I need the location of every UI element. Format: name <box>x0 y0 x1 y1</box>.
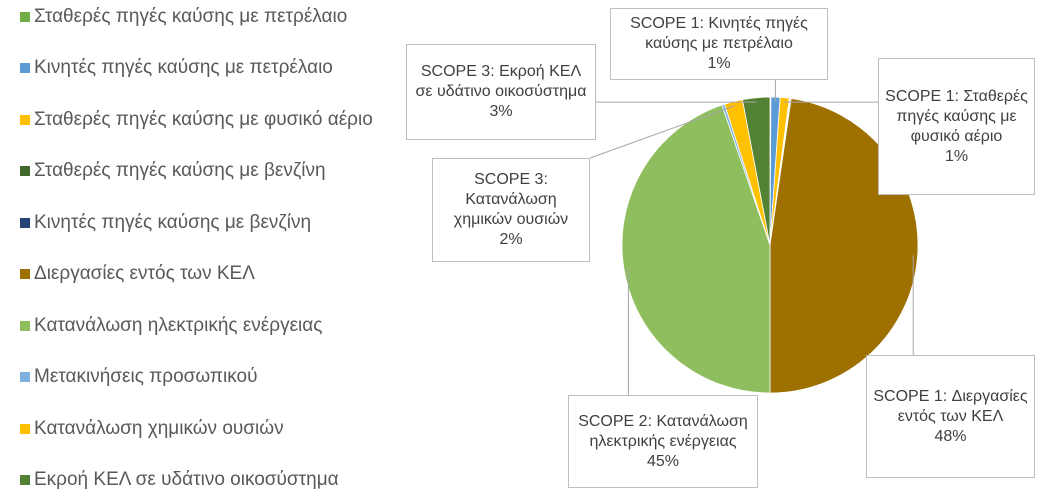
data-label: SCOPE 2: Κατανάλωση ηλεκτρικής ενέργειας… <box>568 395 758 488</box>
data-label-value: 2% <box>499 231 523 248</box>
legend-swatch <box>20 474 30 485</box>
legend-swatch <box>20 63 30 74</box>
pie-slice <box>741 96 771 246</box>
leader-line <box>589 105 735 159</box>
legend-swatch <box>20 12 30 22</box>
data-label-name: SCOPE 2: Κατανάλωση ηλεκτρικής ενέργειας <box>578 412 748 450</box>
legend-swatch <box>20 372 30 383</box>
legend-label: Κατανάλωση ηλεκτρικής ενέργειας <box>34 314 323 336</box>
legend-label: Διεργασίες εντός των ΚΕΛ <box>34 263 255 285</box>
legend-label: Κινητές πηγές καύσης με βενζίνη <box>34 211 312 233</box>
data-label-name: SCOPE 1: Σταθερές πηγές καύσης με φυσικό… <box>885 87 1028 145</box>
legend-swatch <box>20 166 30 177</box>
legend-item: Κατανάλωση ηλεκτρικής ενέργειας <box>20 315 392 336</box>
legend-swatch <box>20 320 30 331</box>
data-label-value: 1% <box>707 55 731 72</box>
pie-slice <box>621 104 771 394</box>
legend-item: Σταθερές πηγές καύσης με πετρέλαιο <box>20 6 392 27</box>
legend-swatch <box>20 423 30 434</box>
legend-label: Εκροή ΚΕΛ σε υδάτινο οικοσύστημα <box>34 468 339 490</box>
legend-label: Κατανάλωση χημικών ουσιών <box>34 417 284 439</box>
data-label-value: 45% <box>646 452 680 470</box>
data-label: SCOPE 1: Σταθερές πηγές καύσης με φυσικό… <box>878 58 1035 195</box>
legend-item: Κατανάλωση χημικών ουσιών <box>20 418 392 439</box>
data-label-name: SCOPE 3: Εκροή ΚΕΛ σε υδάτινο οικοσύστημ… <box>415 63 587 100</box>
legend: Σταθερές πηγές καύσης με πετρέλαιο Κινητέ… <box>20 6 392 490</box>
data-label: SCOPE 3: Κατανάλωση χημικών ουσιών 2% <box>432 158 590 262</box>
data-label-name: SCOPE 3: Κατανάλωση χημικών ουσιών <box>453 171 569 228</box>
data-label: SCOPE 3: Εκροή ΚΕΛ σε υδάτινο οικοσύστημ… <box>406 44 596 140</box>
legend-label: Κινητές πηγές καύσης με πετρέλαιο <box>34 57 333 79</box>
data-label-name: SCOPE 1: Διεργασίες εντός των ΚΕΛ <box>873 387 1028 425</box>
legend-swatch <box>20 217 30 228</box>
legend-label: Σταθερές πηγές καύσης με πετρέλαιο <box>34 6 348 27</box>
legend-label: Σταθερές πηγές καύσης με φυσικό αέριο <box>34 108 373 130</box>
legend-label: Σταθερές πηγές καύσης με βενζίνη <box>34 160 326 182</box>
data-label-value: 3% <box>489 103 513 120</box>
legend-swatch <box>20 114 30 125</box>
data-label: SCOPE 1: Διεργασίες εντός των ΚΕΛ 48% <box>866 355 1035 478</box>
legend-item: Σταθερές πηγές καύσης με βενζίνη <box>20 160 392 181</box>
legend-item: Κινητές πηγές καύσης με βενζίνη <box>20 212 392 233</box>
legend-item: Εκροή ΚΕΛ σε υδάτινο οικοσύστημα <box>20 469 392 490</box>
data-label-value: 48% <box>934 427 967 445</box>
legend-item: Κινητές πηγές καύσης με πετρέλαιο <box>20 57 392 78</box>
legend-label: Μετακινήσεις προσωπικού <box>34 366 258 388</box>
data-label: SCOPE 1: Κινητές πηγές καύσης με πετρέλα… <box>610 8 828 80</box>
legend-swatch <box>20 269 30 280</box>
data-label-name: SCOPE 1: Κινητές πηγές καύσης με πετρέλα… <box>630 15 808 52</box>
legend-item: Μετακινήσεις προσωπικού <box>20 366 392 387</box>
legend-item: Διεργασίες εντός των ΚΕΛ <box>20 263 392 284</box>
data-label-value: 1% <box>944 147 969 165</box>
legend-item: Σταθερές πηγές καύσης με φυσικό αέριο <box>20 109 392 130</box>
